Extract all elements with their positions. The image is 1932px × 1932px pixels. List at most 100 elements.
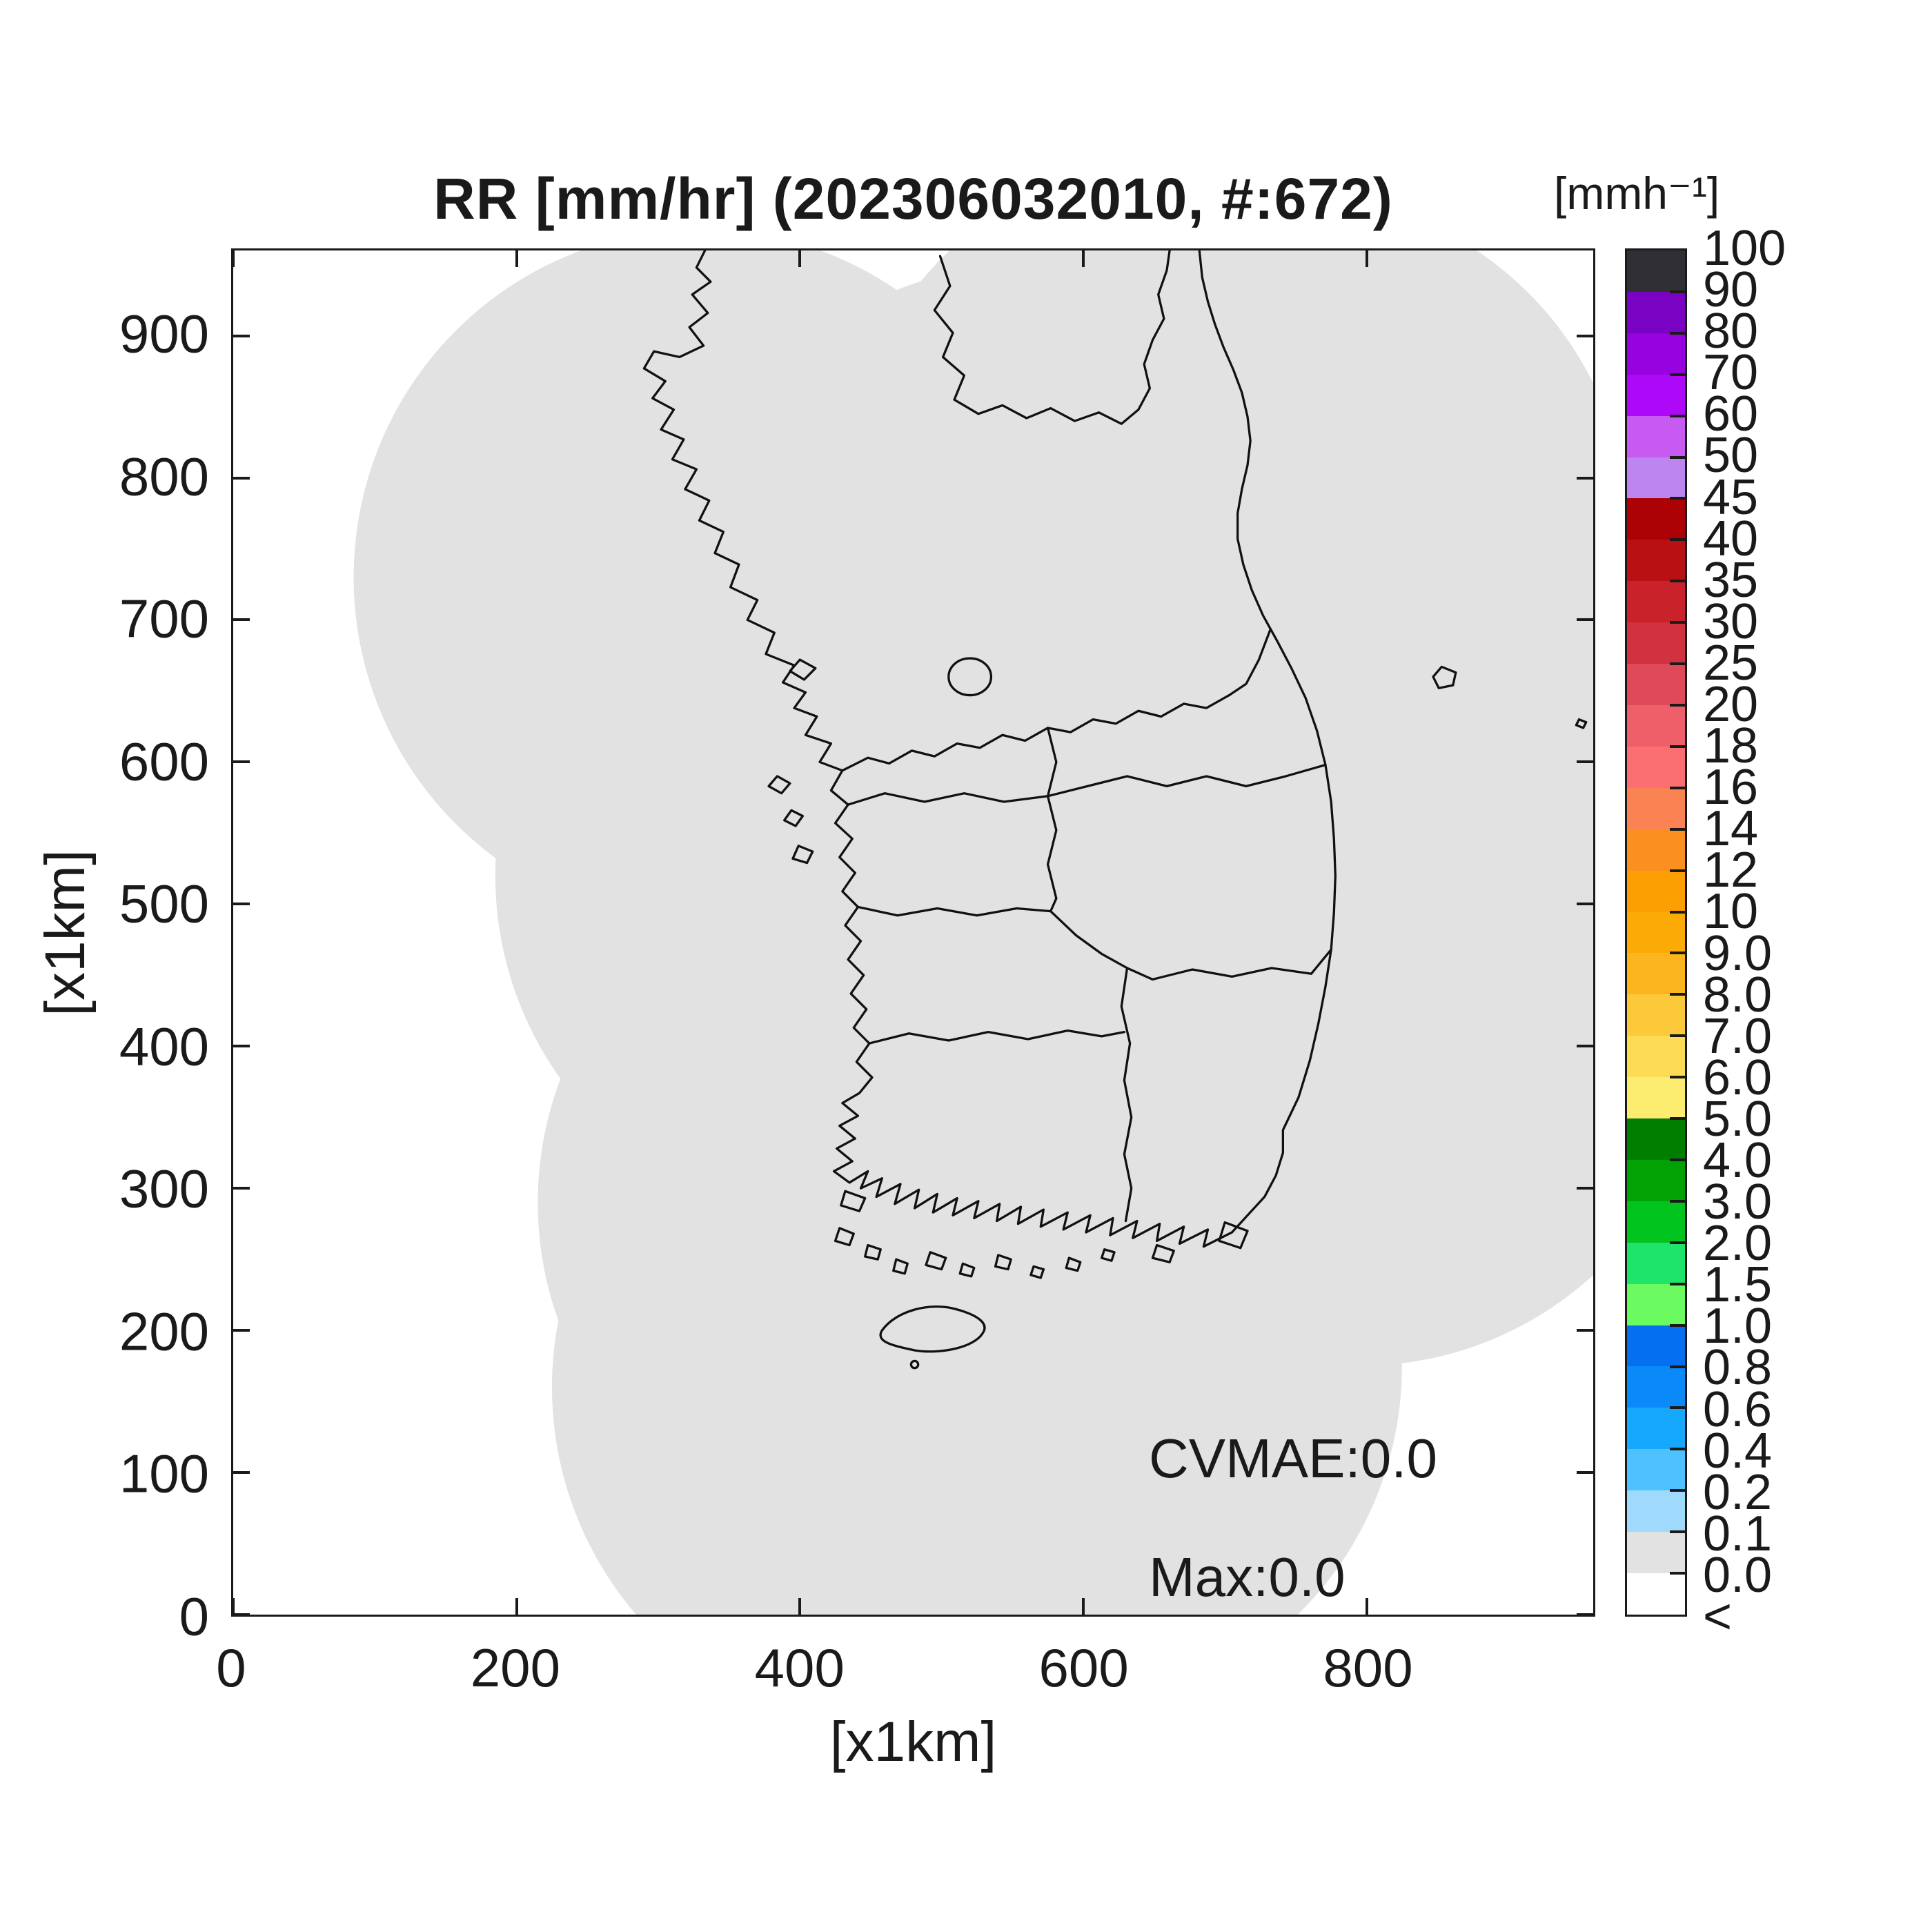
colorbar-tick-mark bbox=[1670, 704, 1685, 707]
plot-area bbox=[231, 248, 1595, 1617]
colorbar-tick-label: 2.0 bbox=[1703, 1216, 1773, 1272]
colorbar-tick-mark bbox=[1670, 290, 1685, 293]
y-tick-labels: 0 100 200 300 400 500 600 700 800 900 bbox=[0, 248, 209, 1646]
x-tick-mark bbox=[1081, 250, 1085, 267]
y-tick-mark bbox=[233, 476, 250, 480]
colorbar-tick-label: 0.6 bbox=[1703, 1381, 1773, 1437]
colorbar bbox=[1625, 248, 1687, 1617]
y-tick-mark bbox=[1577, 1187, 1593, 1190]
colorbar-segment bbox=[1627, 1077, 1685, 1119]
y-tick-mark bbox=[1577, 760, 1593, 764]
colorbar-segment bbox=[1627, 911, 1685, 954]
x-tick-mark bbox=[798, 1598, 802, 1615]
colorbar-tick-label: 0.2 bbox=[1703, 1464, 1773, 1520]
colorbar-tick-mark bbox=[1670, 952, 1685, 955]
y-tick-label: 300 bbox=[119, 1158, 209, 1219]
colorbar-tick-label: 20 bbox=[1703, 677, 1759, 732]
colorbar-segment bbox=[1627, 953, 1685, 995]
y-tick-label: 200 bbox=[119, 1301, 209, 1362]
colorbar-tick-label: 7.0 bbox=[1703, 1008, 1773, 1064]
x-tick-mark bbox=[232, 250, 235, 267]
colorbar-segment bbox=[1627, 1283, 1685, 1325]
y-axis-label: [x1km] bbox=[34, 849, 97, 1016]
colorbar-tick-mark bbox=[1670, 538, 1685, 542]
y-tick-label: 800 bbox=[119, 446, 209, 506]
colorbar-tick-mark bbox=[1670, 580, 1685, 583]
y-tick-label: 900 bbox=[119, 303, 209, 364]
colorbar-tick-label: 3.0 bbox=[1703, 1174, 1773, 1230]
colorbar-tick-mark bbox=[1670, 1489, 1685, 1492]
colorbar-tick-label: 6.0 bbox=[1703, 1049, 1773, 1105]
colorbar-tick-label: 1.5 bbox=[1703, 1257, 1773, 1313]
y-tick-mark bbox=[233, 760, 250, 764]
coastline-and-borders bbox=[642, 250, 1588, 1370]
y-tick-label: 100 bbox=[119, 1443, 209, 1504]
colorbar-segment bbox=[1627, 787, 1685, 829]
colorbar-segment bbox=[1627, 1159, 1685, 1201]
x-tick-labels: 0 200 400 600 800 bbox=[216, 1637, 1595, 1706]
colorbar-tick-mark bbox=[1670, 1406, 1685, 1410]
y-tick-mark bbox=[233, 334, 250, 337]
colorbar-segment bbox=[1627, 1036, 1685, 1078]
colorbar-segment bbox=[1627, 746, 1685, 788]
x-tick-mark bbox=[1365, 1598, 1368, 1615]
colorbar-segment bbox=[1627, 457, 1685, 499]
colorbar-tick-label: 70 bbox=[1703, 345, 1759, 401]
radar-coverage-map bbox=[353, 250, 1593, 1615]
colorbar-segment bbox=[1627, 994, 1685, 1036]
colorbar-segment bbox=[1627, 664, 1685, 705]
x-tick-label: 800 bbox=[1323, 1637, 1413, 1698]
y-tick-label: 500 bbox=[119, 873, 209, 934]
colorbar-tick-mark bbox=[1670, 745, 1685, 748]
colorbar-segment bbox=[1627, 333, 1685, 375]
colorbar-tick-label: 100 bbox=[1703, 221, 1786, 276]
colorbar-tick-label: 0.1 bbox=[1703, 1506, 1773, 1561]
x-tick-mark bbox=[1081, 1598, 1085, 1615]
colorbar-tick-label: 18 bbox=[1703, 718, 1759, 774]
colorbar-tick-mark bbox=[1670, 1323, 1685, 1327]
colorbar-tick-mark bbox=[1670, 786, 1685, 789]
colorbar-unit-label: [mmh⁻¹] bbox=[1554, 168, 1720, 219]
y-tick-mark bbox=[233, 1187, 250, 1190]
colorbar-segment bbox=[1627, 291, 1685, 333]
colorbar-tick-mark bbox=[1670, 1034, 1685, 1038]
colorbar-tick-label: 30 bbox=[1703, 593, 1759, 649]
colorbar-tick-mark bbox=[1670, 1159, 1685, 1161]
colorbar-segment bbox=[1627, 622, 1685, 664]
colorbar-tick-mark bbox=[1670, 662, 1685, 666]
colorbar-tick-mark bbox=[1670, 1365, 1685, 1368]
colorbar-segment bbox=[1627, 415, 1685, 457]
y-tick-mark bbox=[233, 1045, 250, 1048]
y-tick-mark bbox=[1577, 476, 1593, 480]
x-tick-mark bbox=[232, 1598, 235, 1615]
y-tick-mark bbox=[1577, 1329, 1593, 1332]
y-tick-mark bbox=[1577, 334, 1593, 337]
colorbar-tick-label: 10 bbox=[1703, 884, 1759, 940]
cvmae-annotation: CVMAE:0.0 bbox=[1149, 1428, 1437, 1489]
colorbar-tick-mark bbox=[1670, 497, 1685, 500]
colorbar-tick-mark bbox=[1670, 373, 1685, 376]
y-tick-label: 700 bbox=[119, 588, 209, 649]
y-tick-mark bbox=[1577, 1613, 1593, 1616]
colorbar-tick-label: 9.0 bbox=[1703, 925, 1773, 981]
colorbar-segment bbox=[1627, 704, 1685, 747]
y-tick-mark bbox=[233, 1613, 250, 1616]
colorbar-tick-mark bbox=[1670, 1076, 1685, 1079]
colorbar-tick-label: 50 bbox=[1703, 428, 1759, 484]
colorbar-tick-label: 35 bbox=[1703, 552, 1759, 608]
colorbar-tick-label: 25 bbox=[1703, 635, 1759, 691]
colorbar-segment bbox=[1627, 250, 1685, 292]
y-tick-label: 400 bbox=[119, 1016, 209, 1077]
y-tick-mark bbox=[1577, 1471, 1593, 1475]
colorbar-tick-mark bbox=[1670, 621, 1685, 624]
y-tick-label: 600 bbox=[119, 731, 209, 792]
colorbar-tick-mark bbox=[1670, 414, 1685, 417]
colorbar-segment bbox=[1627, 1201, 1685, 1243]
colorbar-segment bbox=[1627, 498, 1685, 540]
y-tick-mark bbox=[233, 618, 250, 622]
colorbar-tick-label: 40 bbox=[1703, 511, 1759, 566]
y-tick-mark bbox=[1577, 903, 1593, 906]
colorbar-segment bbox=[1627, 540, 1685, 582]
colorbar-tick-label: 0.0 bbox=[1703, 1547, 1773, 1603]
